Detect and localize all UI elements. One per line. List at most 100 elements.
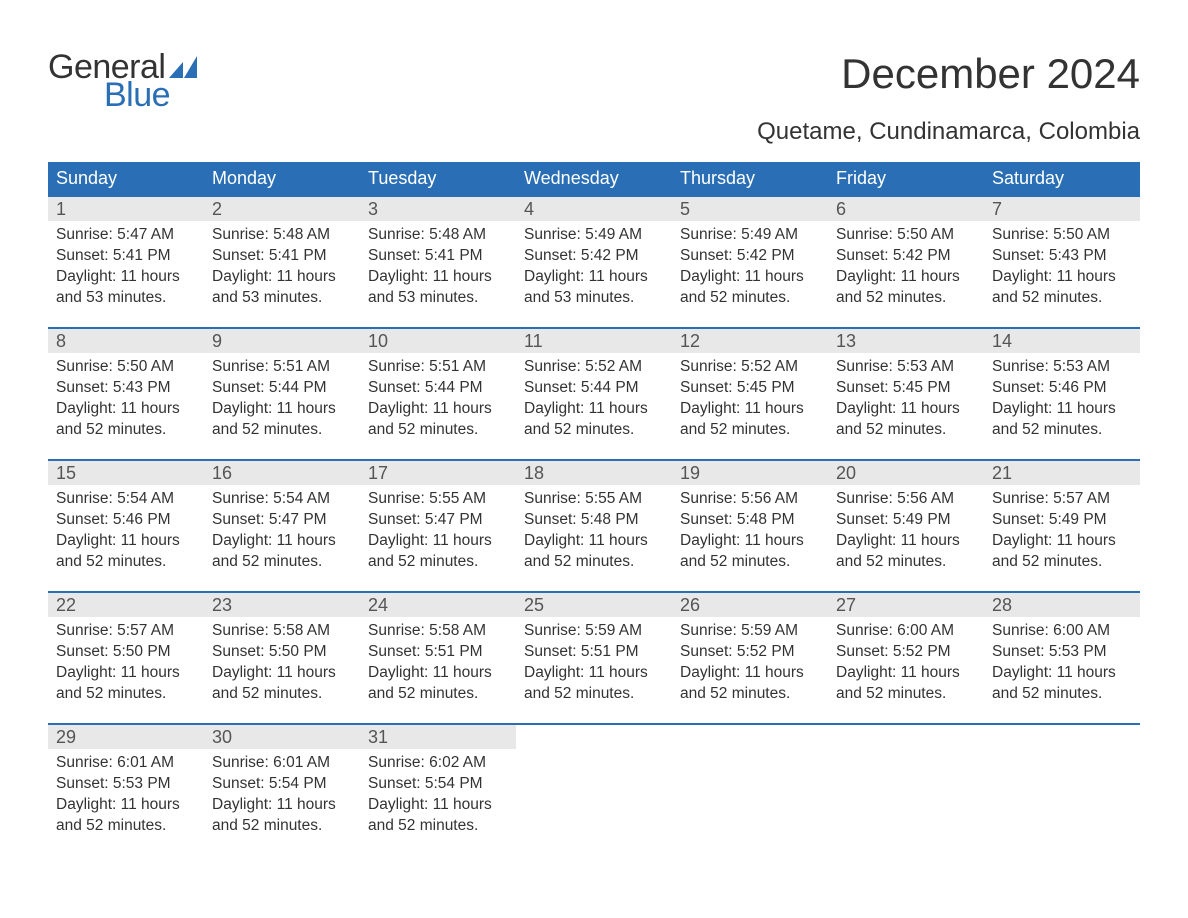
day-data: Sunrise: 5:49 AMSunset: 5:42 PMDaylight:… [516,221,672,323]
day-number: 8 [48,329,204,353]
calendar-cell: 25Sunrise: 5:59 AMSunset: 5:51 PMDayligh… [516,592,672,724]
sunset-text: Sunset: 5:45 PM [836,378,976,399]
day-data: Sunrise: 6:02 AMSunset: 5:54 PMDaylight:… [360,749,516,851]
weekday-header: Thursday [672,162,828,196]
sunrise-text: Sunrise: 5:53 AM [836,357,976,378]
sunset-text: Sunset: 5:45 PM [680,378,820,399]
daylight-text: and 52 minutes. [56,420,196,441]
calendar-cell [984,724,1140,856]
calendar-cell: 2Sunrise: 5:48 AMSunset: 5:41 PMDaylight… [204,196,360,328]
daylight-text: and 52 minutes. [680,288,820,309]
logo-word-blue: Blue [104,78,197,112]
weekday-header: Sunday [48,162,204,196]
sunrise-text: Sunrise: 5:51 AM [368,357,508,378]
daylight-text: Daylight: 11 hours [836,399,976,420]
day-number: 30 [204,725,360,749]
sunrise-text: Sunrise: 6:00 AM [992,621,1132,642]
calendar-cell: 29Sunrise: 6:01 AMSunset: 5:53 PMDayligh… [48,724,204,856]
calendar-cell: 20Sunrise: 5:56 AMSunset: 5:49 PMDayligh… [828,460,984,592]
calendar-cell: 27Sunrise: 6:00 AMSunset: 5:52 PMDayligh… [828,592,984,724]
sunset-text: Sunset: 5:52 PM [680,642,820,663]
daylight-text: and 53 minutes. [56,288,196,309]
daylight-text: and 52 minutes. [524,552,664,573]
day-number: 6 [828,197,984,221]
day-number: 22 [48,593,204,617]
calendar-cell: 23Sunrise: 5:58 AMSunset: 5:50 PMDayligh… [204,592,360,724]
calendar-cell: 14Sunrise: 5:53 AMSunset: 5:46 PMDayligh… [984,328,1140,460]
daylight-text: and 52 minutes. [212,552,352,573]
sunrise-text: Sunrise: 5:49 AM [524,225,664,246]
weekday-header: Wednesday [516,162,672,196]
daylight-text: Daylight: 11 hours [368,795,508,816]
calendar-cell: 22Sunrise: 5:57 AMSunset: 5:50 PMDayligh… [48,592,204,724]
day-data: Sunrise: 5:53 AMSunset: 5:46 PMDaylight:… [984,353,1140,455]
day-number: 27 [828,593,984,617]
daylight-text: and 52 minutes. [992,420,1132,441]
sunrise-text: Sunrise: 5:50 AM [56,357,196,378]
daylight-text: Daylight: 11 hours [212,795,352,816]
calendar-cell: 21Sunrise: 5:57 AMSunset: 5:49 PMDayligh… [984,460,1140,592]
day-data: Sunrise: 5:56 AMSunset: 5:49 PMDaylight:… [828,485,984,587]
daylight-text: and 52 minutes. [992,288,1132,309]
daylight-text: and 52 minutes. [368,684,508,705]
calendar-cell: 6Sunrise: 5:50 AMSunset: 5:42 PMDaylight… [828,196,984,328]
daylight-text: and 52 minutes. [524,684,664,705]
daylight-text: and 52 minutes. [56,816,196,837]
day-data: Sunrise: 6:01 AMSunset: 5:54 PMDaylight:… [204,749,360,851]
sunrise-text: Sunrise: 5:55 AM [368,489,508,510]
calendar-cell: 13Sunrise: 5:53 AMSunset: 5:45 PMDayligh… [828,328,984,460]
day-data: Sunrise: 5:49 AMSunset: 5:42 PMDaylight:… [672,221,828,323]
sunrise-text: Sunrise: 5:47 AM [56,225,196,246]
calendar-cell: 10Sunrise: 5:51 AMSunset: 5:44 PMDayligh… [360,328,516,460]
calendar-cell: 18Sunrise: 5:55 AMSunset: 5:48 PMDayligh… [516,460,672,592]
calendar-cell: 1Sunrise: 5:47 AMSunset: 5:41 PMDaylight… [48,196,204,328]
sunset-text: Sunset: 5:44 PM [212,378,352,399]
day-data: Sunrise: 5:54 AMSunset: 5:46 PMDaylight:… [48,485,204,587]
calendar-cell: 16Sunrise: 5:54 AMSunset: 5:47 PMDayligh… [204,460,360,592]
day-number: 26 [672,593,828,617]
day-data: Sunrise: 6:00 AMSunset: 5:52 PMDaylight:… [828,617,984,719]
daylight-text: and 52 minutes. [992,552,1132,573]
calendar-cell: 28Sunrise: 6:00 AMSunset: 5:53 PMDayligh… [984,592,1140,724]
calendar-week-row: 29Sunrise: 6:01 AMSunset: 5:53 PMDayligh… [48,724,1140,856]
page-title: December 2024 [841,50,1140,98]
day-number: 4 [516,197,672,221]
calendar-table: Sunday Monday Tuesday Wednesday Thursday… [48,162,1140,856]
sunset-text: Sunset: 5:42 PM [524,246,664,267]
day-number: 21 [984,461,1140,485]
daylight-text: and 52 minutes. [368,816,508,837]
sunset-text: Sunset: 5:54 PM [212,774,352,795]
day-data: Sunrise: 5:48 AMSunset: 5:41 PMDaylight:… [204,221,360,323]
sunrise-text: Sunrise: 5:58 AM [212,621,352,642]
day-number: 1 [48,197,204,221]
daylight-text: Daylight: 11 hours [524,663,664,684]
daylight-text: and 52 minutes. [212,420,352,441]
day-number: 29 [48,725,204,749]
daylight-text: Daylight: 11 hours [524,267,664,288]
sunrise-text: Sunrise: 5:52 AM [680,357,820,378]
day-data: Sunrise: 5:58 AMSunset: 5:50 PMDaylight:… [204,617,360,719]
day-number: 23 [204,593,360,617]
calendar-cell: 12Sunrise: 5:52 AMSunset: 5:45 PMDayligh… [672,328,828,460]
sunrise-text: Sunrise: 5:49 AM [680,225,820,246]
sunset-text: Sunset: 5:41 PM [56,246,196,267]
day-data: Sunrise: 5:54 AMSunset: 5:47 PMDaylight:… [204,485,360,587]
sunrise-text: Sunrise: 6:02 AM [368,753,508,774]
day-data: Sunrise: 6:01 AMSunset: 5:53 PMDaylight:… [48,749,204,851]
day-number: 14 [984,329,1140,353]
daylight-text: and 52 minutes. [368,420,508,441]
calendar-cell: 17Sunrise: 5:55 AMSunset: 5:47 PMDayligh… [360,460,516,592]
daylight-text: and 52 minutes. [212,684,352,705]
daylight-text: Daylight: 11 hours [992,399,1132,420]
daylight-text: Daylight: 11 hours [680,663,820,684]
daylight-text: Daylight: 11 hours [680,267,820,288]
sunrise-text: Sunrise: 5:59 AM [680,621,820,642]
daylight-text: Daylight: 11 hours [680,399,820,420]
sunrise-text: Sunrise: 5:56 AM [836,489,976,510]
sunset-text: Sunset: 5:43 PM [992,246,1132,267]
daylight-text: and 52 minutes. [836,552,976,573]
day-number: 11 [516,329,672,353]
sunset-text: Sunset: 5:51 PM [368,642,508,663]
sunrise-text: Sunrise: 5:54 AM [212,489,352,510]
sunset-text: Sunset: 5:48 PM [524,510,664,531]
